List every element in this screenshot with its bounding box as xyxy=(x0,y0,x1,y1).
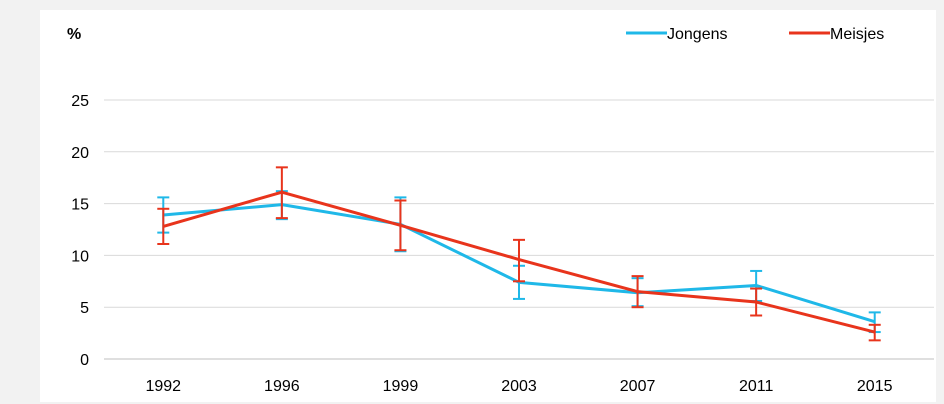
series-meisjes xyxy=(157,166,881,342)
x-tick-label-1996: 1996 xyxy=(264,378,300,395)
legend-label-jongens: Jongens xyxy=(667,26,728,43)
legend: Jongens Meisjes xyxy=(626,26,884,43)
chart-area xyxy=(40,10,936,402)
y-tick-label-25: 25 xyxy=(71,93,89,110)
line-meisjes xyxy=(162,190,876,334)
y-axis-unit-label: % xyxy=(67,26,81,43)
y-tick-label-15: 15 xyxy=(71,197,89,214)
x-tick-label-2011: 2011 xyxy=(739,378,774,395)
x-tick-label-2007: 2007 xyxy=(620,378,656,395)
legend-label-meisjes: Meisjes xyxy=(830,26,884,43)
y-axis-tick-labels: 0 5 10 15 20 25 xyxy=(71,93,89,369)
x-tick-label-2003: 2003 xyxy=(501,378,537,395)
y-tick-label-5: 5 xyxy=(80,300,89,317)
x-tick-label-2015: 2015 xyxy=(857,378,893,395)
series-layer xyxy=(157,166,881,342)
x-tick-label-1999: 1999 xyxy=(383,378,419,395)
y-tick-label-20: 20 xyxy=(71,145,89,162)
x-axis-tick-labels: 1992 1996 1999 2003 2007 2011 2015 xyxy=(145,378,892,395)
legend-item-jongens: Jongens xyxy=(626,26,728,43)
y-tick-label-10: 10 xyxy=(71,248,89,265)
x-tick-label-1992: 1992 xyxy=(145,378,181,395)
y-tick-label-0: 0 xyxy=(80,352,89,369)
legend-item-meisjes: Meisjes xyxy=(789,26,884,43)
gridlines xyxy=(104,99,934,360)
